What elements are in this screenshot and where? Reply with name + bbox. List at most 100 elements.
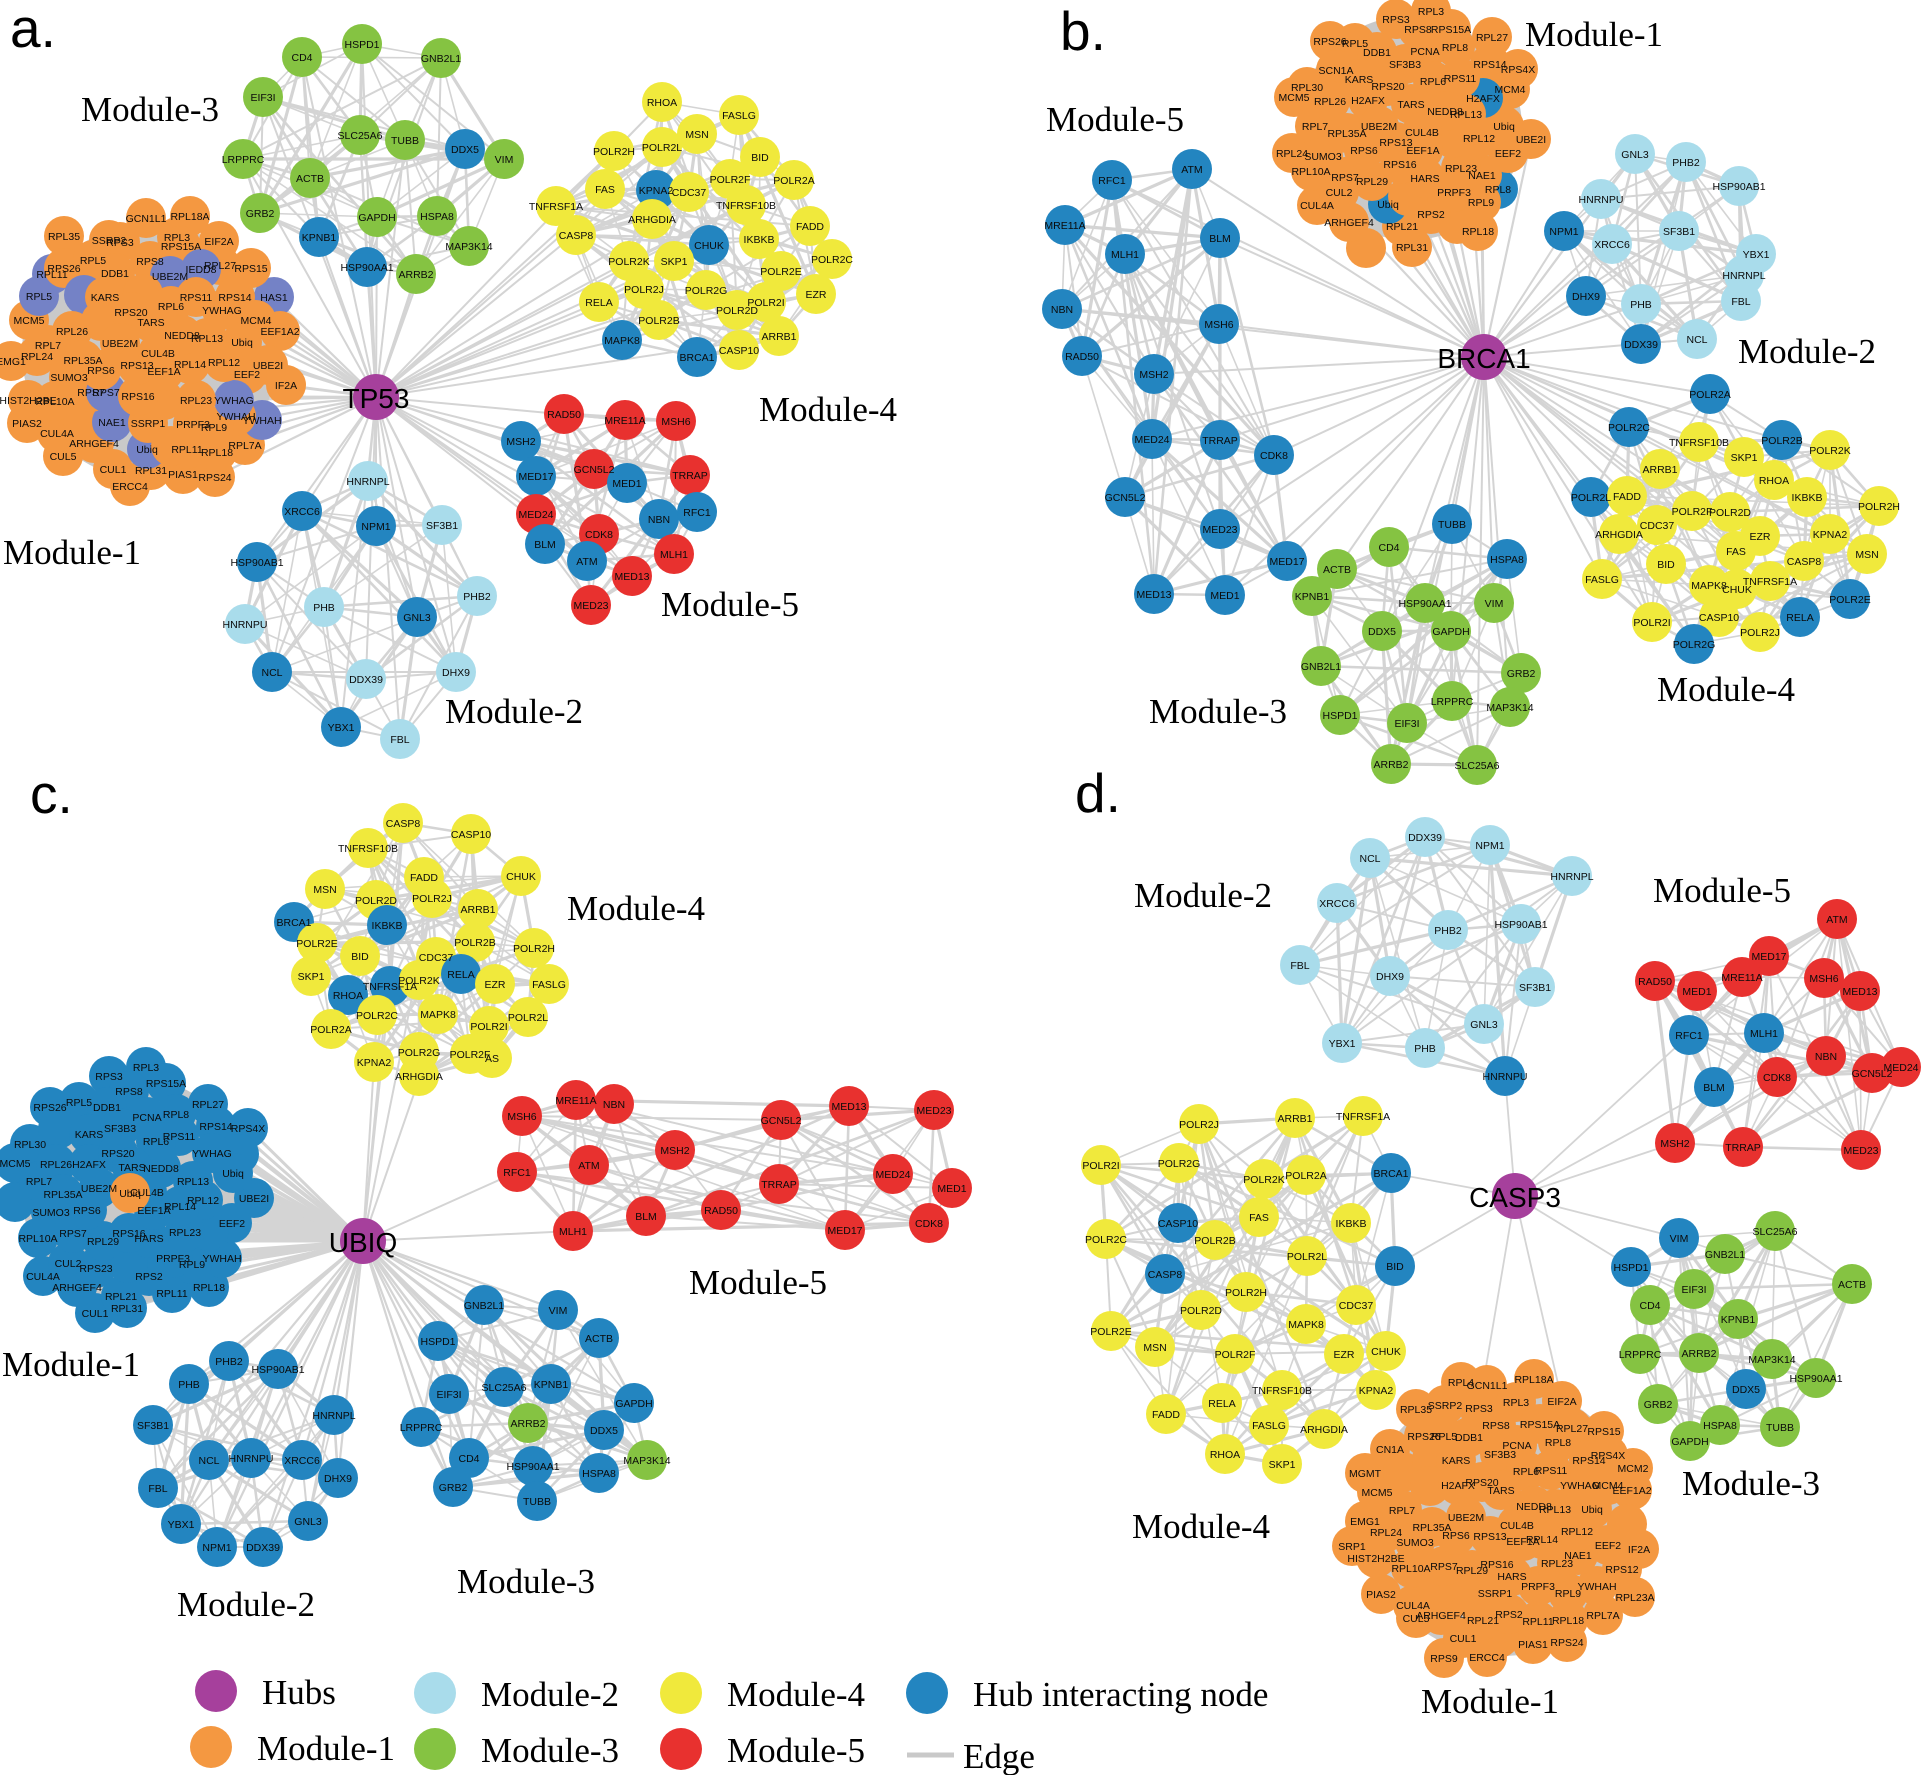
- svg-text:CUL4A: CUL4A: [1396, 1600, 1430, 1612]
- svg-text:TNFRSF1A: TNFRSF1A: [1336, 1111, 1390, 1123]
- svg-text:RPS6: RPS6: [1442, 1530, 1470, 1542]
- svg-text:RPS14: RPS14: [218, 292, 251, 304]
- svg-text:RPS4X: RPS4X: [231, 1123, 265, 1135]
- svg-text:POLR2H: POLR2H: [513, 943, 555, 955]
- svg-text:UBE2M: UBE2M: [152, 271, 188, 283]
- svg-text:CUL1: CUL1: [1450, 1633, 1477, 1645]
- svg-text:RPL13: RPL13: [1450, 109, 1482, 121]
- svg-text:FBL: FBL: [1290, 960, 1309, 972]
- svg-text:CASP10: CASP10: [451, 829, 491, 841]
- svg-text:TARS: TARS: [1397, 99, 1424, 111]
- svg-text:MSN: MSN: [313, 884, 336, 896]
- svg-text:FADD: FADD: [1152, 1409, 1180, 1421]
- svg-text:RFC1: RFC1: [503, 1167, 531, 1179]
- svg-text:RPL11: RPL11: [1522, 1616, 1553, 1628]
- svg-text:MAPK8: MAPK8: [1691, 580, 1727, 592]
- svg-text:BLM: BLM: [1703, 1082, 1725, 1094]
- svg-text:TARS: TARS: [137, 317, 164, 329]
- svg-text:YBX1: YBX1: [168, 1519, 195, 1531]
- svg-text:POLR2L: POLR2L: [642, 142, 682, 154]
- svg-text:RPL8: RPL8: [163, 1109, 189, 1121]
- svg-text:RPL35A: RPL35A: [43, 1189, 82, 1201]
- svg-text:POLR2F: POLR2F: [1672, 506, 1713, 518]
- svg-text:MSH6: MSH6: [1204, 319, 1233, 331]
- svg-text:CDC37: CDC37: [672, 187, 707, 199]
- svg-text:SUMO3: SUMO3: [50, 372, 88, 384]
- svg-text:Module-1: Module-1: [3, 533, 141, 572]
- svg-text:POLR2G: POLR2G: [1158, 1158, 1201, 1170]
- svg-text:CUL4B: CUL4B: [130, 1187, 164, 1199]
- svg-text:SLC25A6: SLC25A6: [338, 130, 383, 142]
- svg-text:RAD50: RAD50: [547, 409, 581, 421]
- svg-text:POLR2A: POLR2A: [1285, 1170, 1326, 1182]
- svg-text:MAP3K14: MAP3K14: [623, 1455, 670, 1467]
- svg-text:ARRB1: ARRB1: [1642, 464, 1677, 476]
- svg-text:SCN1A: SCN1A: [1318, 65, 1353, 77]
- svg-text:GRB2: GRB2: [1507, 668, 1536, 680]
- svg-text:RPL29: RPL29: [1356, 176, 1388, 188]
- svg-text:Module-3: Module-3: [1149, 692, 1287, 731]
- svg-text:RPL27: RPL27: [1476, 32, 1508, 44]
- svg-text:CUL4A: CUL4A: [40, 428, 74, 440]
- svg-text:RPL12: RPL12: [187, 1195, 219, 1207]
- svg-text:RPL27: RPL27: [1556, 1423, 1588, 1435]
- svg-text:PHB2: PHB2: [1672, 157, 1700, 169]
- svg-text:RPL30: RPL30: [14, 1139, 46, 1151]
- svg-text:EMG1: EMG1: [1350, 1516, 1380, 1528]
- svg-text:H2AFX: H2AFX: [72, 1159, 106, 1171]
- svg-text:VIM: VIM: [495, 154, 514, 166]
- svg-text:RPL10A: RPL10A: [1391, 1563, 1430, 1575]
- svg-text:MSN: MSN: [685, 129, 708, 141]
- svg-text:NBN: NBN: [603, 1099, 625, 1111]
- svg-text:KARS: KARS: [91, 292, 120, 304]
- svg-text:MED17: MED17: [518, 471, 553, 483]
- svg-text:MED1: MED1: [612, 478, 641, 490]
- svg-text:XRCC6: XRCC6: [1319, 898, 1355, 910]
- svg-text:Module-2: Module-2: [481, 1675, 619, 1714]
- svg-text:RPS20: RPS20: [101, 1148, 134, 1160]
- svg-text:SLC25A6: SLC25A6: [482, 1382, 527, 1394]
- svg-text:HSPA8: HSPA8: [1490, 554, 1524, 566]
- svg-text:PCNA: PCNA: [132, 1112, 161, 1124]
- svg-text:MED13: MED13: [1842, 986, 1877, 998]
- svg-text:KPNA2: KPNA2: [1813, 529, 1848, 541]
- svg-text:FAS: FAS: [595, 184, 615, 196]
- svg-text:RPL26: RPL26: [1314, 96, 1346, 108]
- svg-text:HSPA8: HSPA8: [1703, 1420, 1737, 1432]
- svg-text:CN1A: CN1A: [1376, 1444, 1404, 1456]
- svg-text:MAPK8: MAPK8: [604, 335, 640, 347]
- svg-text:POLR2G: POLR2G: [398, 1047, 441, 1059]
- svg-text:PIAS1: PIAS1: [1518, 1639, 1548, 1651]
- svg-text:YBX1: YBX1: [328, 722, 355, 734]
- svg-text:EIF3I: EIF3I: [250, 92, 275, 104]
- svg-text:RPL6: RPL6: [1420, 76, 1446, 88]
- svg-text:ATM: ATM: [578, 1160, 599, 1172]
- svg-text:POLR2I: POLR2I: [747, 297, 784, 309]
- svg-text:RPL31: RPL31: [135, 465, 167, 477]
- svg-text:ARHGEF4: ARHGEF4: [52, 1282, 102, 1294]
- svg-text:SF3B1: SF3B1: [426, 520, 458, 532]
- svg-text:HNRNPL: HNRNPL: [312, 1410, 355, 1422]
- svg-text:RPS3: RPS3: [106, 237, 134, 249]
- svg-text:Module-3: Module-3: [457, 1562, 595, 1601]
- svg-text:HNRNPU: HNRNPU: [1483, 1071, 1528, 1083]
- svg-text:RPL7: RPL7: [1302, 121, 1328, 133]
- svg-text:CDC37: CDC37: [1640, 520, 1675, 532]
- svg-text:HSPD1: HSPD1: [1322, 710, 1357, 722]
- svg-text:BRCA1: BRCA1: [276, 917, 311, 929]
- svg-text:CDK8: CDK8: [915, 1218, 943, 1230]
- svg-text:RPS20: RPS20: [1371, 81, 1404, 93]
- svg-text:Hubs: Hubs: [262, 1673, 336, 1712]
- svg-text:CUL5: CUL5: [1403, 1613, 1430, 1625]
- svg-text:LRPPRC: LRPPRC: [222, 154, 265, 166]
- svg-text:RPS7: RPS7: [1430, 1561, 1458, 1573]
- svg-text:GNB2L1: GNB2L1: [464, 1300, 504, 1312]
- svg-text:b.: b.: [1060, 0, 1106, 62]
- svg-text:RPL35A: RPL35A: [63, 355, 102, 367]
- svg-text:RPS15: RPS15: [234, 263, 267, 275]
- svg-text:SF3B3: SF3B3: [1389, 59, 1421, 71]
- svg-text:MCM5: MCM5: [1362, 1487, 1393, 1499]
- svg-text:Module-2: Module-2: [177, 1585, 315, 1624]
- svg-text:RPL7A: RPL7A: [1586, 1610, 1619, 1622]
- svg-text:KPNB1: KPNB1: [1721, 1314, 1756, 1326]
